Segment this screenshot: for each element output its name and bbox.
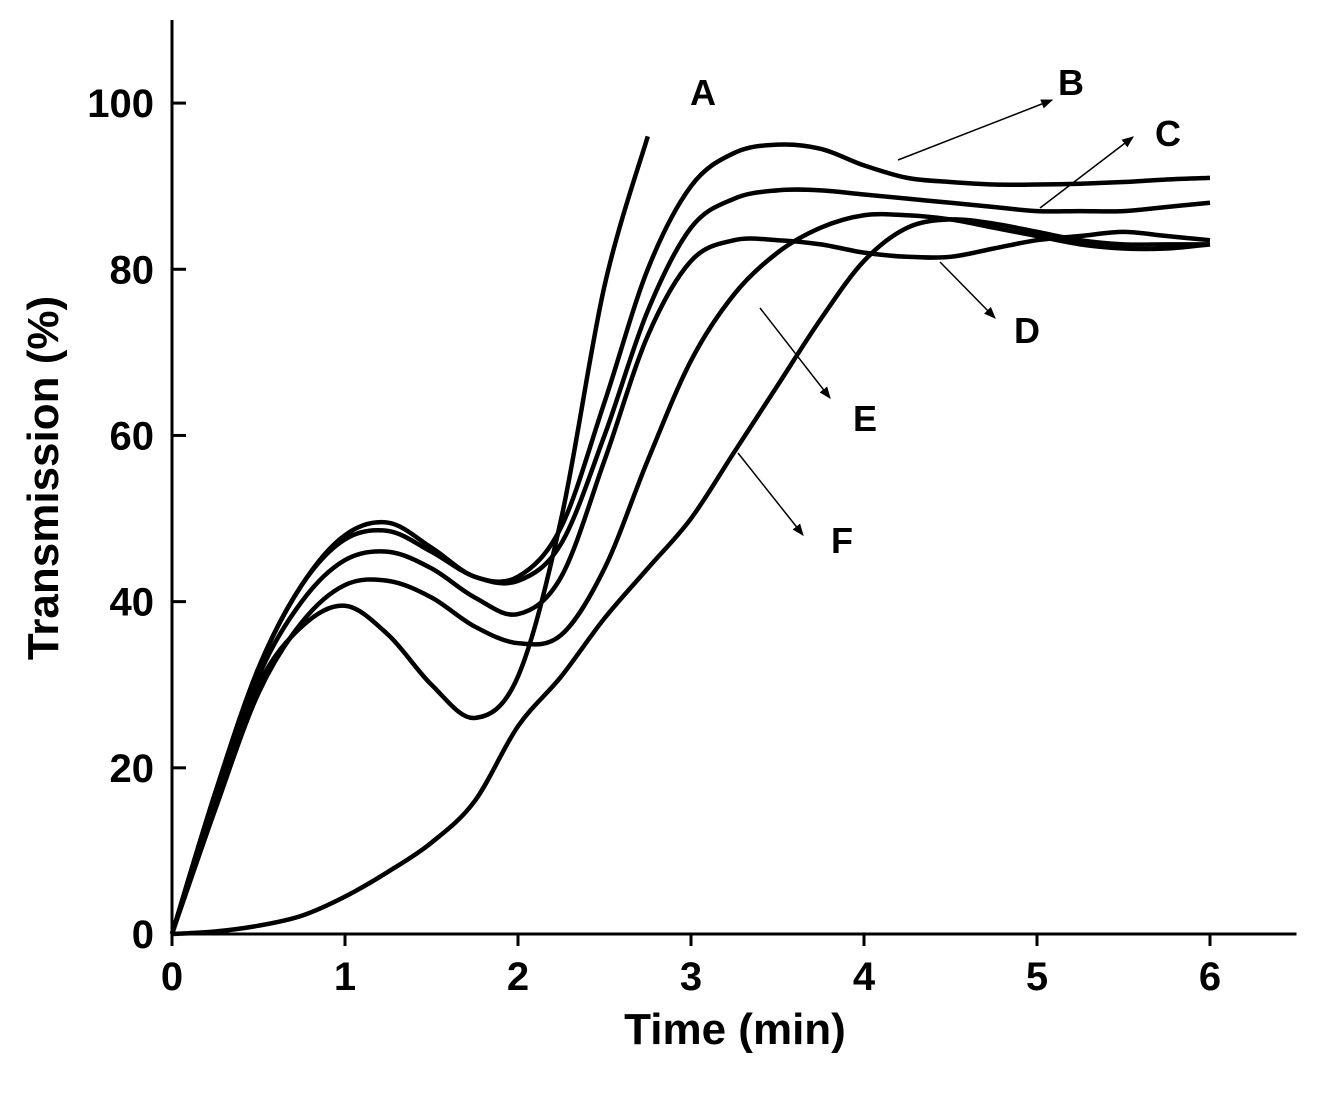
label-arrow <box>1039 136 1134 209</box>
y-tick-label: 80 <box>110 248 155 292</box>
series-label: E <box>853 398 877 439</box>
data-line <box>169 211 1211 935</box>
label-arrow <box>759 307 831 399</box>
series-label: D <box>1014 310 1040 351</box>
x-tick-label: 0 <box>161 955 183 999</box>
y-tick-label: 20 <box>110 747 155 791</box>
x-tick-label: 2 <box>507 955 529 999</box>
series-label: F <box>831 520 853 561</box>
label-arrow <box>737 452 804 536</box>
y-axis-title: Transmission (%) <box>19 296 68 660</box>
series-label: C <box>1155 113 1181 154</box>
x-tick-label: 1 <box>334 955 356 999</box>
y-tick-label: 0 <box>132 913 154 957</box>
data-line <box>169 229 1211 935</box>
x-axis-title: Time (min) <box>624 1005 846 1054</box>
data-line <box>171 217 1210 937</box>
label-arrow <box>897 99 1054 161</box>
y-tick-label: 60 <box>110 414 155 458</box>
series-label: A <box>690 72 716 113</box>
x-tick-label: 4 <box>853 955 876 999</box>
y-tick-label: 40 <box>110 581 155 625</box>
y-tick-label: 100 <box>87 82 154 126</box>
label-arrow <box>939 261 996 319</box>
x-tick-label: 3 <box>680 955 702 999</box>
data-line <box>169 187 1211 935</box>
x-tick-label: 6 <box>1199 955 1221 999</box>
x-tick-label: 5 <box>1026 955 1048 999</box>
series-label: B <box>1058 62 1084 103</box>
